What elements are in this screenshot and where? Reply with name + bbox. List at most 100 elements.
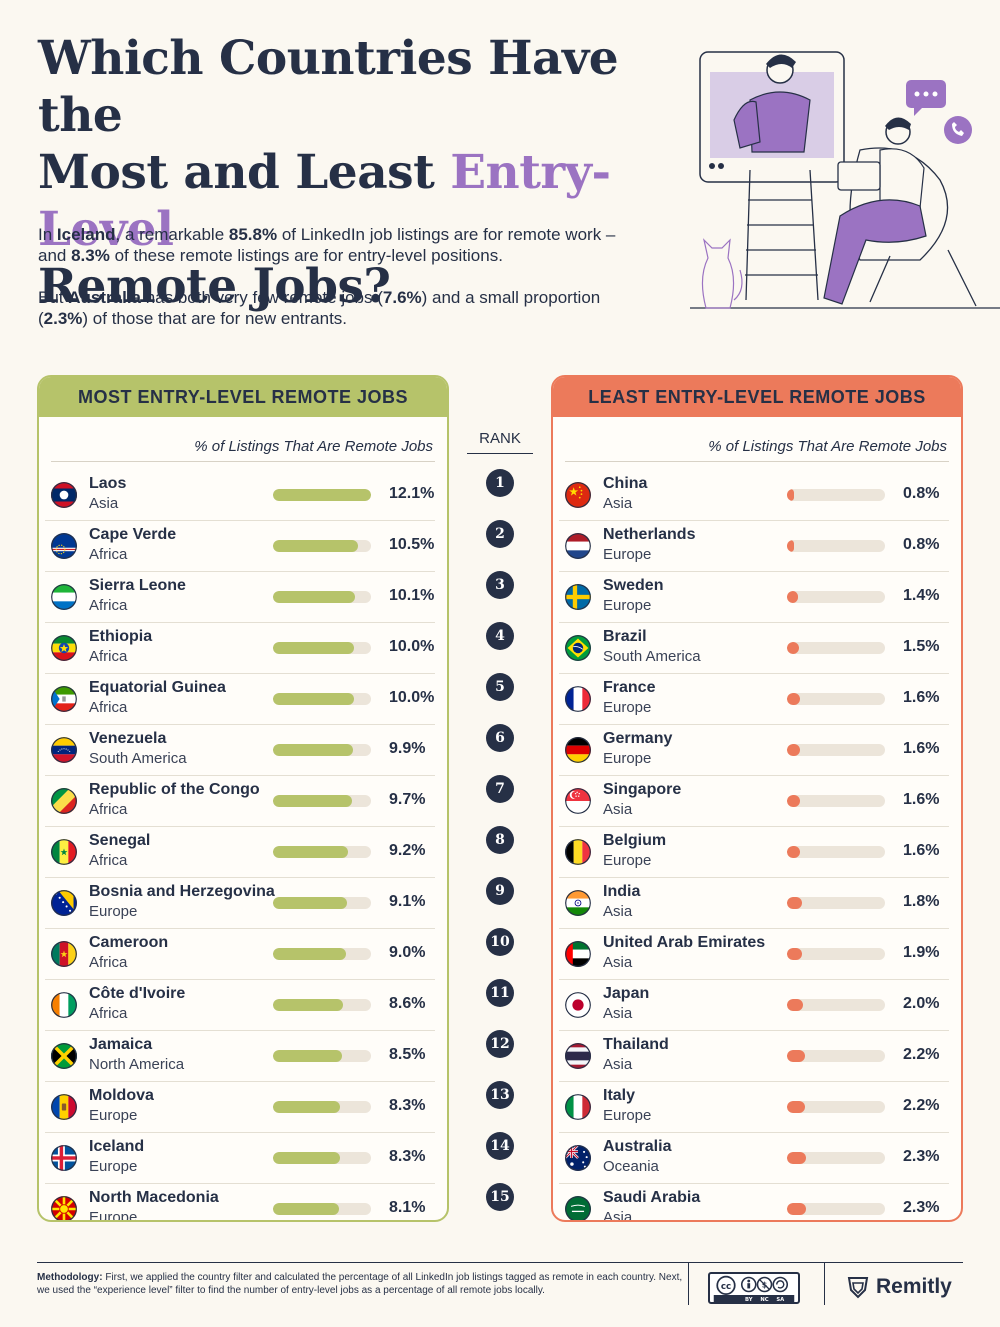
remitly-logo: Remitly: [846, 1272, 952, 1302]
bar-track: [273, 897, 371, 909]
least-entry-level-panel: LEAST ENTRY-LEVEL REMOTE JOBS % of Listi…: [551, 375, 963, 1222]
table-row: Belgium Europe 1.6%: [559, 827, 949, 878]
data-label: 1.6%: [903, 842, 940, 859]
bar: [787, 846, 800, 858]
data-label: 10.1%: [389, 587, 435, 604]
least-panel-title: LEAST ENTRY-LEVEL REMOTE JOBS: [553, 377, 961, 417]
country-name: Jamaica: [89, 1036, 153, 1053]
bar: [273, 642, 354, 654]
table-row: Venezuela South America 9.9%: [45, 725, 435, 776]
intro-paragraph-1: In Iceland, a remarkable 85.8% of Linked…: [38, 224, 648, 266]
country-name: Republic of the Congo: [89, 781, 260, 798]
country-region: Oceania: [603, 1158, 659, 1175]
table-row: Equatorial Guinea Africa 10.0%: [45, 674, 435, 725]
most-entry-level-panel: MOST ENTRY-LEVEL REMOTE JOBS % of Listin…: [37, 375, 449, 1222]
most-panel-value-label: % of Listings That Are Remote Jobs: [194, 438, 433, 455]
intro-p2-part: ) and a small proportion (: [38, 288, 601, 328]
country-region: Asia: [603, 1056, 633, 1073]
country-region: Africa: [89, 1005, 128, 1022]
country-region: South America: [603, 648, 701, 665]
country-name: India: [603, 883, 641, 900]
country-name: Moldova: [89, 1087, 154, 1104]
australia-flag-icon: [565, 1145, 591, 1171]
methodology-text: First, we applied the country filter and…: [37, 1272, 683, 1296]
country-name: North Macedonia: [89, 1189, 219, 1206]
bar-track: [787, 999, 885, 1011]
bar: [273, 693, 354, 705]
table-row: Saudi Arabia Asia 2.3%: [559, 1184, 949, 1220]
rank-badge: 5: [486, 673, 514, 701]
country-region: Africa: [89, 852, 128, 869]
data-label: 10.0%: [389, 689, 435, 706]
data-label: 1.6%: [903, 791, 940, 808]
bar: [273, 591, 355, 603]
data-label: 9.7%: [389, 791, 426, 808]
intro-p2-part: ) of those that are for new entrants.: [82, 309, 348, 328]
table-row: United Arab Emirates Asia 1.9%: [559, 929, 949, 980]
intro-p1-entry-pct: 8.3%: [71, 246, 110, 265]
table-row: Australia Oceania 2.3%: [559, 1133, 949, 1184]
country-region: Europe: [603, 750, 652, 767]
laos-flag-icon: [51, 482, 77, 508]
least-panel-divider: [565, 461, 949, 462]
methodology-note: Methodology: First, we applied the count…: [37, 1271, 687, 1297]
bar: [787, 489, 794, 501]
table-row: Bosnia and Herzegovina Europe 9.1%: [45, 878, 435, 929]
intro-p1-part: of these remote listings are for entry-l…: [109, 246, 503, 265]
rank-badge: 12: [486, 1030, 514, 1058]
data-label: 10.0%: [389, 638, 435, 655]
table-row: China Asia 0.8%: [559, 470, 949, 521]
thailand-flag-icon: [565, 1043, 591, 1069]
country-name: Belgium: [603, 832, 667, 849]
bar: [273, 999, 343, 1011]
cote-divoire-flag-icon: [51, 992, 77, 1018]
intro-p1-part: In: [38, 225, 57, 244]
rank-badge: 7: [486, 775, 514, 803]
bar-track: [787, 1101, 885, 1113]
india-flag-icon: [565, 890, 591, 916]
country-name: Sweden: [603, 577, 664, 594]
bar-track: [787, 540, 885, 552]
netherlands-flag-icon: [565, 533, 591, 559]
table-row: Moldova Europe 8.3%: [45, 1082, 435, 1133]
data-label: 8.1%: [389, 1199, 426, 1216]
title-line-1: Which Countries Have the: [38, 31, 619, 143]
data-label: 8.6%: [389, 995, 426, 1012]
bar-track: [273, 489, 371, 501]
intro-p2-entry-pct: 2.3%: [43, 309, 83, 328]
country-name: Côte d'Ivoire: [89, 985, 186, 1002]
bosnia-and-herzegovina-flag-icon: [51, 890, 77, 916]
cameroon-flag-icon: [51, 941, 77, 967]
data-label: 8.5%: [389, 1046, 426, 1063]
country-region: Africa: [89, 648, 128, 665]
bar: [273, 1152, 341, 1164]
table-row: Netherlands Europe 0.8%: [559, 521, 949, 572]
country-region: Europe: [603, 852, 652, 869]
venezuela-flag-icon: [51, 737, 77, 763]
bar: [787, 1050, 805, 1062]
bar: [787, 999, 804, 1011]
data-label: 2.0%: [903, 995, 940, 1012]
cc-by-label: BY: [745, 1297, 753, 1303]
bar-track: [273, 642, 371, 654]
bar-track: [273, 540, 371, 552]
country-name: Thailand: [603, 1036, 669, 1053]
creative-commons-license-badge: cc $ BY NC SA: [708, 1272, 800, 1304]
country-region: Asia: [603, 903, 633, 920]
country-name: Ethiopia: [89, 628, 153, 645]
table-row: Senegal Africa 9.2%: [45, 827, 435, 878]
country-name: Venezuela: [89, 730, 167, 747]
country-region: Europe: [89, 1158, 138, 1175]
cc-nc-label: NC: [760, 1297, 768, 1303]
bar-track: [273, 1050, 371, 1062]
country-name: Equatorial Guinea: [89, 679, 226, 696]
jamaica-flag-icon: [51, 1043, 77, 1069]
japan-flag-icon: [565, 992, 591, 1018]
country-name: Saudi Arabia: [603, 1189, 701, 1206]
republic-of-the-congo-flag-icon: [51, 788, 77, 814]
bar-track: [787, 846, 885, 858]
bar: [787, 1152, 806, 1164]
bar-track: [787, 795, 885, 807]
country-name: Sierra Leone: [89, 577, 186, 594]
bar: [787, 642, 800, 654]
